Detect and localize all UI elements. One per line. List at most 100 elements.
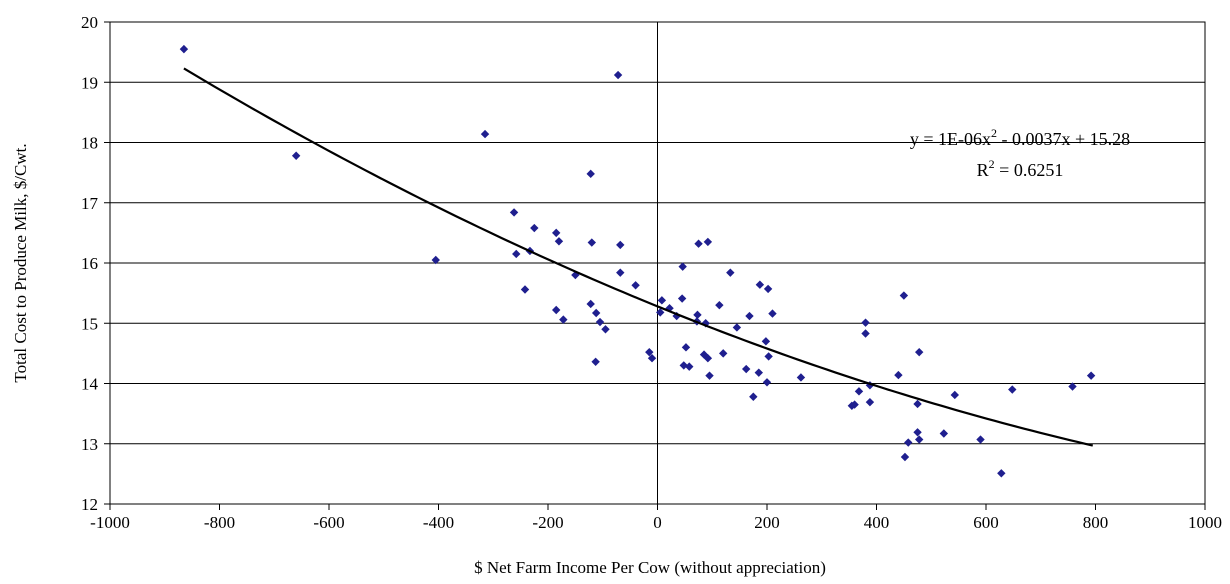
- trendline: [183, 67, 1094, 447]
- data-point-13: [559, 315, 568, 324]
- data-point-19: [595, 317, 605, 327]
- data-point-53: [761, 337, 771, 346]
- data-point-72: [915, 435, 924, 444]
- data-point-3: [480, 129, 490, 139]
- data-point-32: [677, 294, 687, 303]
- x-tick-label-7: 400: [864, 513, 890, 532]
- data-point-34: [681, 343, 691, 352]
- data-point-58: [796, 373, 806, 382]
- data-point-60: [850, 400, 859, 409]
- x-tick-label-1: -800: [204, 513, 235, 532]
- data-point-15: [586, 169, 595, 179]
- data-point-45: [719, 349, 728, 358]
- data-point-47: [732, 323, 742, 332]
- data-point-57: [768, 309, 777, 318]
- y-tick-labels: 12 13 14 15 16 17 18 19 20: [81, 13, 99, 514]
- data-point-44: [715, 300, 724, 310]
- y-tick-label-4: 16: [81, 254, 98, 273]
- x-tick-label-2: -600: [313, 513, 344, 532]
- y-tick-label-1: 13: [81, 435, 98, 454]
- trendline-equation: y = 1E-06x2 - 0.0037x + 15.28: [910, 126, 1130, 149]
- x-tick-label-10: 1000: [1188, 513, 1222, 532]
- data-point-17: [586, 299, 595, 309]
- data-point-77: [997, 469, 1006, 478]
- data-point-23: [616, 268, 625, 277]
- data-point-41: [699, 350, 709, 359]
- data-point-24: [631, 281, 640, 290]
- data-point-42: [703, 353, 713, 363]
- data-point-65: [865, 397, 875, 407]
- data-point-12: [552, 305, 561, 315]
- data-point-64: [865, 381, 875, 390]
- data-point-48: [741, 364, 751, 374]
- x-tick-label-0: -1000: [90, 513, 130, 532]
- data-point-66: [894, 370, 903, 380]
- data-point-37: [703, 237, 713, 247]
- data-point-63: [861, 329, 870, 338]
- data-point-20: [591, 357, 600, 367]
- data-point-11: [554, 237, 564, 246]
- data-point-46: [726, 268, 735, 277]
- data-point-33: [679, 361, 688, 370]
- x-tick-label-9: 800: [1083, 513, 1109, 532]
- data-point-50: [749, 392, 758, 401]
- data-point-27: [657, 296, 667, 305]
- data-point-55: [763, 284, 773, 294]
- x-tick-labels: -1000 -800 -600 -400 -200 0 200 400 600 800 1000: [90, 513, 1222, 532]
- data-point-10: [552, 228, 561, 238]
- y-tick-label-7: 19: [81, 73, 98, 92]
- x-axis-title: $ Net Farm Income Per Cow (without appre…: [474, 558, 826, 577]
- data-point-18: [591, 308, 601, 318]
- x-tick-label-3: -400: [423, 513, 454, 532]
- data-point-26: [647, 353, 657, 363]
- data-point-16: [587, 238, 596, 247]
- data-point-49: [745, 311, 754, 321]
- data-point-31: [678, 262, 687, 271]
- data-point-75: [950, 390, 959, 400]
- data-point-4: [613, 70, 623, 80]
- data-point-74: [939, 429, 949, 438]
- data-points: [179, 44, 1096, 478]
- data-point-0: [179, 44, 189, 54]
- data-point-21: [601, 325, 610, 334]
- data-point-25: [645, 347, 654, 357]
- data-point-6: [512, 249, 521, 259]
- data-point-51: [754, 368, 763, 377]
- data-point-54: [762, 378, 772, 387]
- data-point-69: [904, 438, 913, 447]
- data-point-71: [913, 428, 922, 437]
- x-tick-label-8: 600: [973, 513, 999, 532]
- data-point-76: [976, 435, 985, 444]
- data-point-68: [900, 452, 910, 462]
- data-point-40: [701, 319, 710, 328]
- y-tick-label-2: 14: [81, 375, 99, 394]
- data-point-67: [899, 291, 909, 300]
- y-tick-label-3: 15: [81, 314, 98, 333]
- data-point-61: [854, 387, 864, 396]
- data-point-56: [764, 352, 773, 361]
- data-point-2: [431, 255, 440, 265]
- data-point-52: [755, 280, 765, 289]
- r-squared-label: R2 = 0.6251: [977, 157, 1064, 180]
- data-point-38: [693, 310, 702, 320]
- data-point-62: [861, 318, 870, 327]
- data-point-1: [291, 151, 301, 160]
- y-axis-title: Total Cost to Produce Milk, $/Cwt.: [11, 143, 30, 382]
- y-tick-label-5: 17: [81, 194, 99, 213]
- data-point-36: [694, 239, 703, 248]
- data-point-73: [915, 347, 924, 357]
- data-point-28: [656, 308, 665, 317]
- y-tick-label-8: 20: [81, 13, 98, 32]
- data-point-29: [665, 303, 674, 313]
- data-point-78: [1008, 385, 1017, 394]
- y-tick-label-6: 18: [81, 134, 98, 153]
- x-tick-label-4: -200: [532, 513, 563, 532]
- data-point-22: [616, 240, 625, 250]
- data-point-5: [509, 208, 519, 217]
- data-point-7: [520, 285, 530, 294]
- y-tick-label-0: 12: [81, 495, 98, 514]
- x-tick-label-5: 0: [653, 513, 662, 532]
- data-point-9: [530, 223, 539, 233]
- data-point-70: [913, 399, 922, 409]
